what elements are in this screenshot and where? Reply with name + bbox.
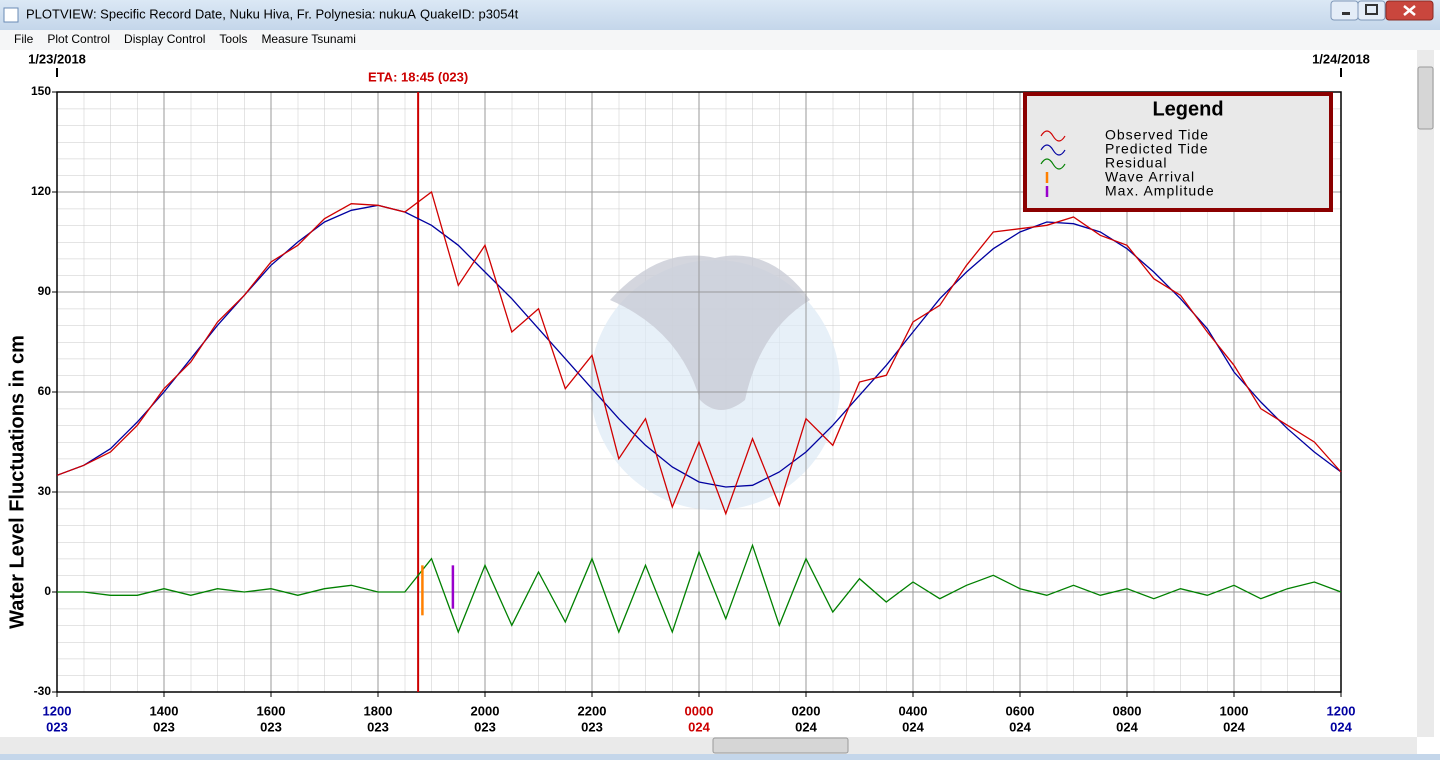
x-tick-day: 023	[46, 719, 68, 734]
menu-item[interactable]: Display Control	[124, 32, 205, 46]
close-icon	[1403, 5, 1416, 16]
legend-symbol	[1040, 130, 1066, 142]
eta-label: ETA: 18:45 (023)	[368, 69, 468, 84]
x-tick-label: 1200	[1327, 703, 1356, 718]
x-tick-day: 024	[795, 719, 817, 734]
x-tick-day: 023	[367, 719, 389, 734]
date-label: 1/23/2018	[28, 51, 86, 66]
v-scroll-thumb[interactable]	[1417, 66, 1434, 130]
x-tick-day: 024	[1223, 719, 1245, 734]
menu-item[interactable]: File	[14, 32, 34, 46]
x-tick-day: 023	[581, 719, 603, 734]
x-tick-label: 1800	[364, 703, 393, 718]
app-icon	[3, 7, 19, 23]
window-border	[0, 754, 1440, 760]
watermark-bird	[610, 255, 810, 410]
y-tick-label: 60	[38, 384, 52, 398]
x-tick-day: 023	[474, 719, 496, 734]
maximize-icon	[1365, 4, 1378, 15]
y-tick-label: 30	[38, 484, 52, 498]
menu-item[interactable]: Plot Control	[47, 32, 110, 46]
y-tick-label: 120	[31, 184, 51, 198]
y-tick-label: -30	[34, 684, 52, 698]
x-tick-label: 0800	[1113, 703, 1142, 718]
x-tick-day: 023	[260, 719, 282, 734]
legend-label: Predicted Tide	[1105, 141, 1209, 157]
x-tick-label: 0600	[1006, 703, 1035, 718]
legend-label: Max. Amplitude	[1105, 183, 1215, 199]
plot-frame	[56, 91, 1342, 693]
legend-symbol	[1040, 158, 1066, 170]
x-tick-day: 024	[1330, 719, 1352, 734]
series-line	[56, 190, 1342, 516]
series-line	[56, 204, 1342, 488]
x-tick-day: 024	[688, 719, 710, 734]
y-axis-label: Water Level Fluctuations in cm	[6, 335, 28, 629]
x-tick-label: 0000	[685, 703, 714, 718]
x-tick-label: 0400	[899, 703, 928, 718]
legend-symbol	[1040, 144, 1066, 156]
series-line	[57, 543, 1342, 634]
x-tick-label: 2200	[578, 703, 607, 718]
h-scroll-thumb[interactable]	[712, 737, 849, 754]
x-tick-day: 024	[902, 719, 924, 734]
x-tick-label: 1600	[257, 703, 286, 718]
x-tick-label: 1000	[1220, 703, 1249, 718]
legend-label: Residual	[1105, 155, 1167, 171]
maximize-button[interactable]	[1357, 0, 1386, 21]
title-bar	[0, 0, 1440, 30]
legend-label: Wave Arrival	[1105, 169, 1195, 185]
x-tick-label: 0200	[792, 703, 821, 718]
x-tick-label: 1400	[150, 703, 179, 718]
legend-label: Observed Tide	[1105, 127, 1209, 143]
minimize-icon	[1342, 12, 1350, 15]
minimize-button[interactable]	[1330, 0, 1359, 21]
date-label: 1/24/2018	[1312, 51, 1370, 66]
menu-item[interactable]: Tools	[219, 32, 247, 46]
menu: File Plot Control Display Control Tools Meas…	[14, 32, 356, 46]
h-scrollbar[interactable]	[0, 737, 1417, 754]
menu-item[interactable]: Measure Tsunami	[261, 32, 356, 46]
x-tick-day: 024	[1009, 719, 1031, 734]
window-title: PLOTVIEW: Specific Record Date, Nuku Hiv…	[26, 6, 416, 21]
v-scrollbar[interactable]	[1417, 50, 1434, 737]
quake-id: QuakeID: p3054t	[420, 6, 519, 21]
plot: 1501209060300-30120002314000231600023180…	[6, 51, 1370, 734]
x-tick-label: 1200	[43, 703, 72, 718]
x-tick-day: 024	[1116, 719, 1138, 734]
y-tick-label: 0	[44, 584, 51, 598]
x-tick-label: 2000	[471, 703, 500, 718]
y-tick-label: 150	[31, 84, 51, 98]
legend-box	[1023, 92, 1333, 212]
menu-bar	[0, 30, 1440, 50]
y-tick-label: 90	[38, 284, 52, 298]
legend-title: Legend	[1152, 98, 1223, 120]
x-tick-day: 023	[153, 719, 175, 734]
